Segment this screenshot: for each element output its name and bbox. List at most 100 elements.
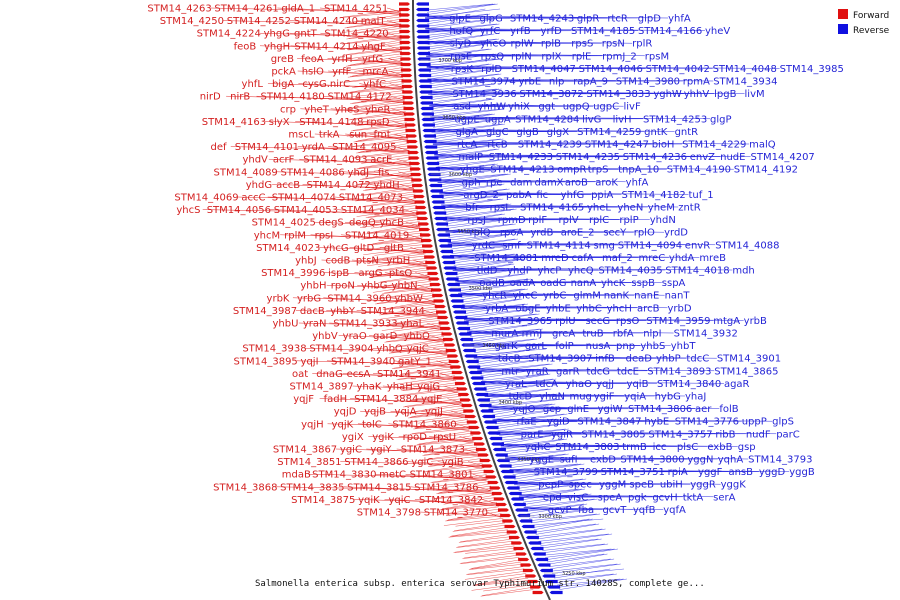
reverse-feature-arrow	[425, 156, 439, 160]
leader-line	[450, 238, 516, 248]
reverse-feature-arrow	[422, 128, 436, 133]
forward-feature-arrow	[407, 150, 419, 155]
leader-line	[387, 350, 448, 358]
leader-line	[426, 67, 646, 69]
leader-line	[429, 78, 490, 89]
forward-gene-label: yqjF	[293, 394, 314, 405]
reverse-gene-label: gcvP	[548, 505, 572, 516]
leader-line	[462, 293, 534, 305]
leader-line	[448, 531, 509, 538]
leader-line	[417, 398, 462, 406]
forward-feature-arrow	[513, 546, 525, 551]
leader-line	[351, 259, 427, 266]
forward-gene-label: STM14_3944	[361, 306, 425, 317]
leader-line	[484, 378, 557, 390]
forward-gene-labels: STM14_4263 STM14_4261 gldA_1 STM14_4251STM1…	[147, 4, 488, 519]
leader-line	[509, 470, 729, 472]
leader-line	[522, 493, 589, 503]
leader-line	[519, 483, 576, 494]
leader-line	[443, 497, 496, 505]
reverse-gene-label: rpsQ	[481, 51, 505, 62]
reverse-gene-label: STM14_3840	[657, 379, 721, 390]
reverse-gene-label: rrmJ	[522, 329, 543, 340]
leader-line	[505, 458, 718, 460]
leader-line	[428, 43, 487, 54]
leader-line	[398, 171, 413, 177]
reverse-gene-label: gcvT	[602, 505, 627, 516]
leader-line	[369, 223, 421, 233]
leader-line	[406, 414, 467, 423]
leader-line	[336, 209, 418, 217]
leader-line	[454, 543, 514, 553]
leader-line	[348, 113, 406, 121]
reverse-gene-label: rpiA	[668, 467, 688, 478]
reverse-feature-arrow	[417, 51, 431, 56]
leader-line	[447, 398, 462, 403]
forward-feature-arrow	[402, 95, 414, 100]
forward-gene-label: STM14_3842	[419, 495, 483, 506]
reverse-gene-label: secG	[585, 316, 610, 327]
leader-line	[492, 418, 773, 422]
legend-forward-swatch	[838, 9, 848, 19]
reverse-gene-label: rpmD	[498, 215, 526, 226]
reverse-gene-label: STM14_4088	[715, 240, 779, 251]
leader-line	[411, 407, 465, 417]
reverse-gene-label: livG	[582, 114, 601, 125]
reverse-gene-label: rplP	[619, 215, 638, 226]
reverse-gene-label: STM14_3833	[586, 89, 650, 100]
reverse-gene-label: visC	[567, 492, 588, 503]
leader-line	[512, 463, 585, 475]
leader-line	[437, 158, 507, 167]
leader-line	[450, 255, 700, 258]
leader-line	[419, 453, 480, 461]
reverse-gene-label: rpoA	[500, 228, 524, 239]
leader-line	[350, 55, 403, 66]
leader-line	[459, 436, 474, 441]
leader-line	[352, 108, 406, 115]
leader-line	[510, 458, 575, 468]
leader-line	[447, 244, 685, 246]
reverse-gene-label: yhaO	[566, 379, 592, 390]
forward-feature-arrow	[495, 502, 507, 507]
leader-line	[435, 168, 667, 171]
reverse-gene-label: maf_2	[602, 253, 633, 264]
forward-feature-arrow	[479, 458, 491, 463]
kbp-tick-label: 3250 kbp	[562, 571, 586, 577]
forward-feature-arrow	[491, 491, 503, 496]
reverse-feature-arrow	[428, 178, 442, 182]
leader-line	[483, 373, 551, 386]
forward-feature-arrow	[399, 18, 411, 23]
leader-line	[391, 361, 451, 369]
reverse-leader-lines	[425, 3, 790, 590]
reverse-feature-arrow	[517, 513, 531, 518]
forward-feature-arrow	[508, 535, 520, 540]
forward-gene-label: STM14_3867	[273, 445, 337, 456]
leader-line	[427, 28, 488, 38]
leader-line	[436, 153, 502, 162]
leader-line	[452, 269, 599, 271]
leader-line	[396, 373, 455, 380]
leader-line	[455, 280, 662, 283]
reverse-gene-label: STM14_4235	[556, 152, 620, 163]
forward-gene-label: STM14_3904	[309, 344, 373, 355]
leader-line	[500, 446, 708, 448]
leader-line	[429, 68, 494, 77]
leader-line	[474, 343, 544, 353]
reverse-gene-label: rpsN	[602, 39, 625, 50]
leader-line	[388, 58, 403, 63]
leader-line	[480, 382, 627, 384]
reverse-gene-label: rplV	[559, 215, 579, 226]
leader-line	[353, 25, 402, 34]
leader-line	[475, 575, 528, 585]
reverse-gene-label: yrfC	[480, 26, 501, 37]
leader-line	[471, 333, 529, 342]
reverse-gene-label: yggD	[759, 467, 786, 478]
reverse-gene-label: pepP	[538, 480, 563, 491]
forward-feature-arrow	[424, 255, 436, 259]
leader-line	[408, 412, 466, 419]
leader-line	[428, 48, 490, 57]
forward-gene-label: accC	[241, 193, 265, 204]
forward-feature-arrow	[406, 134, 418, 138]
leader-line	[398, 389, 459, 397]
forward-feature-arrow	[530, 585, 542, 589]
